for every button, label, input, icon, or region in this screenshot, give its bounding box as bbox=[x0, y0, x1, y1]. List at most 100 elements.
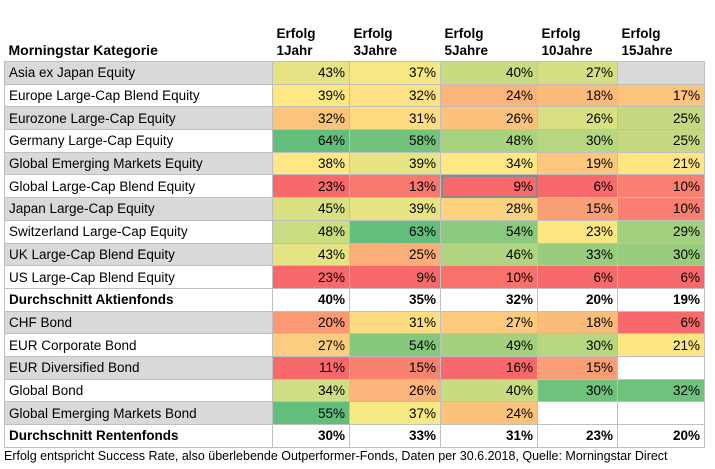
value-cell[interactable]: 30% bbox=[537, 129, 618, 153]
value-cell[interactable]: 40% bbox=[440, 378, 538, 403]
value-cell[interactable]: 15% bbox=[537, 355, 618, 380]
value-cell[interactable]: 6% bbox=[537, 265, 618, 289]
value-cell[interactable]: 40% bbox=[440, 61, 538, 85]
value-cell[interactable]: 27% bbox=[537, 61, 618, 85]
value-cell[interactable]: 9% bbox=[349, 265, 441, 289]
value-cell[interactable]: 6% bbox=[537, 174, 618, 199]
row-category-cell[interactable]: Europe Large-Cap Blend Equity bbox=[4, 83, 273, 108]
value-cell[interactable] bbox=[617, 401, 705, 425]
row-category-cell[interactable]: Asia ex Japan Equity bbox=[4, 61, 273, 85]
value-cell[interactable]: 32% bbox=[617, 378, 705, 403]
value-cell[interactable]: 48% bbox=[272, 219, 350, 244]
value-cell[interactable]: 43% bbox=[272, 242, 350, 267]
value-cell[interactable]: 31% bbox=[440, 424, 538, 448]
value-cell[interactable]: 63% bbox=[349, 219, 441, 244]
row-category-cell[interactable]: Durchschnitt Aktienfonds bbox=[4, 287, 273, 312]
row-category-cell[interactable]: Global Large-Cap Blend Equity bbox=[4, 174, 273, 199]
value-cell[interactable]: 19% bbox=[537, 151, 618, 176]
value-cell[interactable]: 13% bbox=[349, 174, 441, 199]
value-cell[interactable]: 54% bbox=[349, 333, 441, 357]
value-cell[interactable]: 31% bbox=[349, 310, 441, 335]
value-cell[interactable]: 27% bbox=[272, 333, 350, 357]
value-cell[interactable]: 31% bbox=[349, 106, 441, 131]
value-cell[interactable]: 17% bbox=[617, 83, 705, 108]
value-cell[interactable]: 26% bbox=[349, 378, 441, 403]
value-cell[interactable]: 55% bbox=[272, 401, 350, 425]
value-cell[interactable] bbox=[537, 401, 618, 425]
row-category-cell[interactable]: Japan Large-Cap Equity bbox=[4, 197, 273, 221]
row-category-cell[interactable]: EUR Corporate Bond bbox=[4, 333, 273, 357]
value-cell[interactable]: 26% bbox=[537, 106, 618, 131]
value-cell[interactable] bbox=[617, 355, 705, 380]
value-cell[interactable]: 29% bbox=[617, 219, 705, 244]
value-cell[interactable]: 21% bbox=[617, 333, 705, 357]
value-cell[interactable]: 40% bbox=[272, 287, 350, 312]
value-cell[interactable]: 27% bbox=[440, 310, 538, 335]
value-cell[interactable]: 23% bbox=[272, 265, 350, 289]
value-cell[interactable]: 30% bbox=[272, 424, 350, 448]
row-category-cell[interactable]: CHF Bond bbox=[4, 310, 273, 335]
row-category-cell[interactable]: Global Bond bbox=[4, 378, 273, 403]
value-cell[interactable]: 24% bbox=[440, 401, 538, 425]
value-cell[interactable]: 39% bbox=[349, 151, 441, 176]
value-cell[interactable]: 49% bbox=[440, 333, 538, 357]
row-category-cell[interactable]: Durchschnitt Rentenfonds bbox=[4, 424, 273, 448]
value-cell[interactable]: 18% bbox=[537, 83, 618, 108]
row-category-cell[interactable]: US Large-Cap Blend Equity bbox=[4, 265, 273, 289]
value-cell[interactable]: 18% bbox=[537, 310, 618, 335]
value-cell[interactable]: 9% bbox=[440, 174, 538, 199]
value-cell[interactable]: 20% bbox=[617, 424, 705, 448]
value-cell[interactable]: 37% bbox=[349, 401, 441, 425]
value-cell[interactable]: 33% bbox=[349, 424, 441, 448]
value-cell[interactable]: 10% bbox=[617, 197, 705, 221]
value-cell[interactable]: 11% bbox=[272, 355, 350, 380]
value-cell[interactable]: 23% bbox=[537, 424, 618, 448]
value-cell[interactable]: 46% bbox=[440, 242, 538, 267]
row-category-cell[interactable]: UK Large-Cap Blend Equity bbox=[4, 242, 273, 267]
value-cell[interactable]: 23% bbox=[537, 219, 618, 244]
value-cell[interactable]: 21% bbox=[617, 151, 705, 176]
value-cell[interactable]: 25% bbox=[349, 242, 441, 267]
value-cell[interactable]: 33% bbox=[537, 242, 618, 267]
value-cell[interactable]: 37% bbox=[349, 61, 441, 85]
row-category-cell[interactable]: Switzerland Large-Cap Equity bbox=[4, 219, 273, 244]
value-cell[interactable]: 39% bbox=[272, 83, 350, 108]
row-category-cell[interactable]: Global Emerging Markets Equity bbox=[4, 151, 273, 176]
value-cell[interactable]: 25% bbox=[617, 106, 705, 131]
row-category-cell[interactable]: Eurozone Large-Cap Equity bbox=[4, 106, 273, 131]
value-cell[interactable]: 26% bbox=[440, 106, 538, 131]
value-cell[interactable]: 20% bbox=[537, 287, 618, 312]
value-cell[interactable]: 19% bbox=[617, 287, 705, 312]
value-cell[interactable]: 32% bbox=[349, 83, 441, 108]
value-cell[interactable]: 64% bbox=[272, 129, 350, 153]
value-cell[interactable]: 45% bbox=[272, 197, 350, 221]
value-cell[interactable]: 39% bbox=[349, 197, 441, 221]
value-cell[interactable]: 24% bbox=[440, 83, 538, 108]
value-cell[interactable]: 43% bbox=[272, 61, 350, 85]
value-cell[interactable]: 28% bbox=[440, 197, 538, 221]
value-cell[interactable]: 20% bbox=[272, 310, 350, 335]
value-cell[interactable]: 34% bbox=[440, 151, 538, 176]
value-cell[interactable]: 48% bbox=[440, 129, 538, 153]
value-cell[interactable]: 6% bbox=[617, 265, 705, 289]
row-category-cell[interactable]: EUR Diversified Bond bbox=[4, 355, 273, 380]
value-cell[interactable]: 6% bbox=[617, 310, 705, 335]
value-cell[interactable]: 30% bbox=[537, 333, 618, 357]
value-cell[interactable]: 34% bbox=[272, 378, 350, 403]
row-category-cell[interactable]: Germany Large-Cap Equity bbox=[4, 129, 273, 153]
value-cell[interactable]: 32% bbox=[272, 106, 350, 131]
value-cell[interactable]: 15% bbox=[349, 355, 441, 380]
value-cell[interactable]: 10% bbox=[440, 265, 538, 289]
value-cell[interactable]: 58% bbox=[349, 129, 441, 153]
value-cell[interactable]: 32% bbox=[440, 287, 538, 312]
value-cell[interactable]: 15% bbox=[537, 197, 618, 221]
value-cell[interactable]: 10% bbox=[617, 174, 705, 199]
row-category-cell[interactable]: Global Emerging Markets Bond bbox=[4, 401, 273, 425]
value-cell[interactable]: 30% bbox=[617, 242, 705, 267]
value-cell[interactable]: 25% bbox=[617, 129, 705, 153]
value-cell[interactable] bbox=[617, 61, 705, 85]
value-cell[interactable]: 35% bbox=[349, 287, 441, 312]
value-cell[interactable]: 30% bbox=[537, 378, 618, 403]
value-cell[interactable]: 23% bbox=[272, 174, 350, 199]
value-cell[interactable]: 38% bbox=[272, 151, 350, 176]
